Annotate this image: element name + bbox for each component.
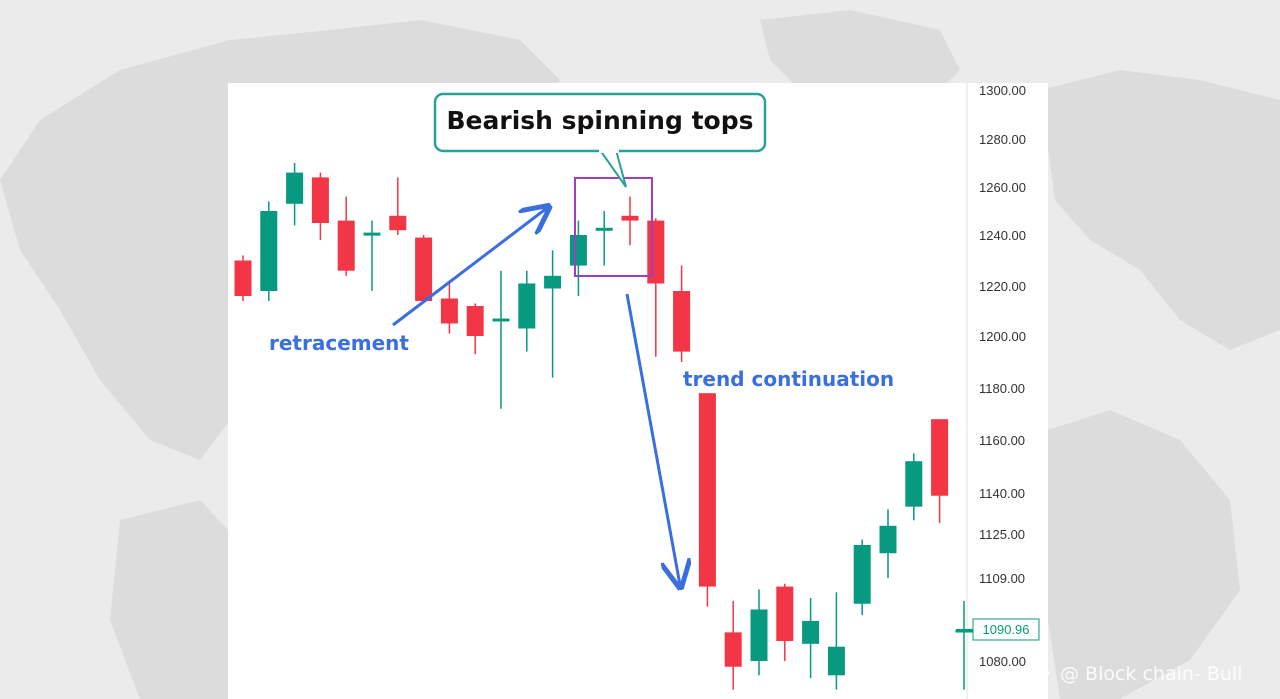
candle-body bbox=[698, 393, 716, 587]
candle-body bbox=[595, 227, 613, 231]
y-tick-label: 1220.00 bbox=[979, 279, 1026, 294]
y-tick-label: 1240.00 bbox=[979, 228, 1026, 243]
candle[interactable] bbox=[466, 303, 484, 355]
candle[interactable] bbox=[389, 177, 407, 235]
candle-body bbox=[673, 291, 691, 352]
candle[interactable] bbox=[363, 220, 381, 291]
candle-body bbox=[750, 609, 768, 661]
candle[interactable] bbox=[234, 255, 252, 301]
candle[interactable] bbox=[311, 172, 329, 241]
current-price-text: 1090.96 bbox=[983, 622, 1030, 637]
price-axis: 1300.00 1280.00 1260.00 1240.00 1220.00 1200.… bbox=[966, 83, 1026, 699]
callout-text: Bearish spinning tops bbox=[447, 106, 754, 135]
callout: Bearish spinning tops bbox=[433, 92, 767, 188]
candle-body bbox=[621, 215, 639, 221]
candle-body bbox=[234, 260, 252, 296]
candle[interactable] bbox=[286, 163, 304, 226]
candle-body bbox=[286, 172, 304, 204]
callout-pointer bbox=[599, 149, 627, 188]
candle-body bbox=[440, 298, 458, 324]
candle[interactable] bbox=[827, 592, 845, 690]
candle[interactable] bbox=[544, 250, 562, 378]
y-tick-label: 1109.00 bbox=[979, 571, 1025, 586]
y-tick-label: 1300.00 bbox=[979, 83, 1026, 98]
candle-body bbox=[724, 632, 742, 667]
candle[interactable] bbox=[647, 218, 665, 357]
candle-body bbox=[776, 586, 794, 641]
y-tick-label: 1180.00 bbox=[979, 381, 1025, 396]
candle[interactable] bbox=[415, 235, 433, 304]
candle[interactable] bbox=[931, 419, 949, 524]
callout-pointer-cover bbox=[599, 147, 619, 153]
candle-body bbox=[492, 318, 510, 322]
candle[interactable] bbox=[518, 270, 536, 352]
retracement-label: retracement bbox=[269, 331, 409, 355]
candle-body bbox=[363, 232, 381, 236]
africa-shape bbox=[1048, 410, 1240, 699]
candle[interactable] bbox=[492, 270, 510, 409]
candle[interactable] bbox=[776, 583, 794, 661]
candle[interactable] bbox=[337, 196, 355, 276]
candle[interactable] bbox=[621, 196, 639, 246]
candle[interactable] bbox=[879, 509, 897, 578]
candles bbox=[234, 163, 973, 690]
candle[interactable] bbox=[440, 280, 458, 334]
candle-body bbox=[827, 646, 845, 676]
candle[interactable] bbox=[724, 600, 742, 690]
candle-body bbox=[337, 220, 355, 271]
candle-body bbox=[905, 461, 923, 507]
y-tick-label: 1140.00 bbox=[979, 486, 1025, 501]
watermark-logo-icon bbox=[1033, 664, 1051, 682]
candle-body bbox=[931, 419, 949, 496]
y-tick-label: 1080.00 bbox=[979, 654, 1026, 669]
y-tick-label: 1200.00 bbox=[979, 329, 1026, 344]
candle[interactable] bbox=[853, 539, 871, 616]
candle-body bbox=[569, 235, 587, 266]
eurasia-shape bbox=[1040, 70, 1280, 350]
candle[interactable] bbox=[750, 589, 768, 676]
candle-body bbox=[955, 629, 973, 633]
trend-continuation-label: trend continuation bbox=[683, 367, 894, 391]
candle[interactable] bbox=[595, 211, 613, 266]
trend-continuation-arrow bbox=[625, 293, 680, 585]
current-price-badge: 1090.96 bbox=[956, 618, 1040, 641]
y-tick-label: 1280.00 bbox=[979, 132, 1026, 147]
chart-panel: 1300.00 1280.00 1260.00 1240.00 1220.00 1200.… bbox=[228, 83, 1048, 699]
y-tick-label: 1160.00 bbox=[979, 433, 1025, 448]
candle-body bbox=[879, 525, 897, 554]
watermark-text: @ Block chain- Bull bbox=[1060, 663, 1242, 685]
candlestick-chart[interactable]: 1300.00 1280.00 1260.00 1240.00 1220.00 1200.… bbox=[228, 83, 1048, 699]
candle[interactable] bbox=[569, 220, 587, 296]
candle[interactable] bbox=[673, 265, 691, 362]
candle[interactable] bbox=[260, 201, 278, 301]
candle[interactable] bbox=[905, 453, 923, 521]
current-price-box bbox=[972, 618, 1040, 641]
candle[interactable] bbox=[802, 598, 820, 679]
candle-body bbox=[311, 177, 329, 223]
candle-body bbox=[544, 275, 562, 289]
south-america-shape bbox=[110, 500, 228, 699]
y-tick-label: 1260.00 bbox=[979, 180, 1026, 195]
candle-body bbox=[853, 545, 871, 604]
candle[interactable] bbox=[698, 393, 716, 607]
candle-body bbox=[802, 620, 820, 644]
y-tick-label: 1125.00 bbox=[979, 527, 1025, 542]
candle-body bbox=[466, 306, 484, 336]
retracement-arrow bbox=[392, 208, 547, 327]
watermark: @ Block chain- Bull bbox=[1030, 660, 1280, 690]
candle-body bbox=[518, 283, 536, 329]
candle-body bbox=[260, 211, 278, 291]
candle[interactable] bbox=[955, 600, 973, 690]
candle-body bbox=[415, 237, 433, 301]
candle-body bbox=[647, 220, 665, 284]
candle-body bbox=[389, 215, 407, 231]
spinning-tops-highlight-box bbox=[574, 177, 653, 277]
